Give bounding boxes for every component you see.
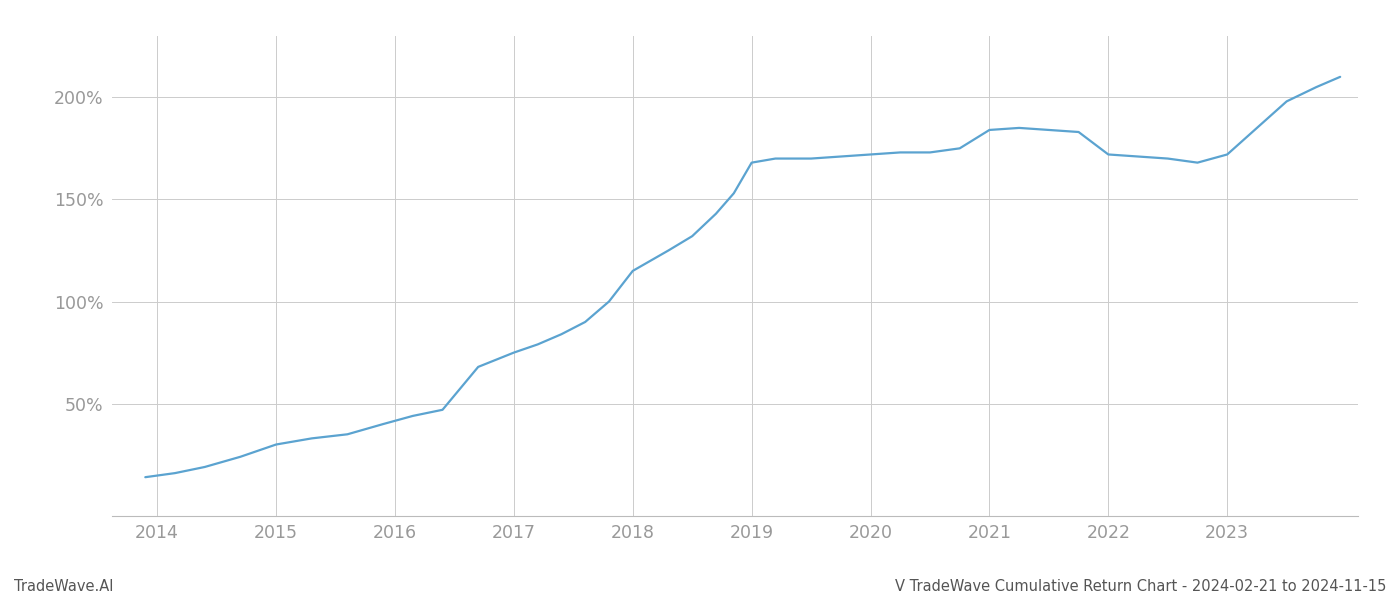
Text: TradeWave.AI: TradeWave.AI <box>14 579 113 594</box>
Text: V TradeWave Cumulative Return Chart - 2024-02-21 to 2024-11-15: V TradeWave Cumulative Return Chart - 20… <box>895 579 1386 594</box>
